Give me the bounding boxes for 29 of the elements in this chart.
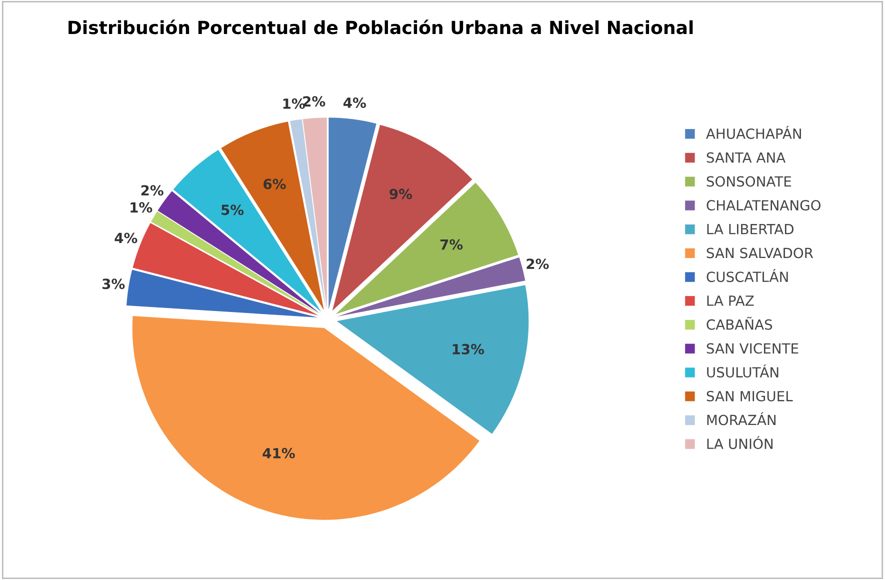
data-label: 2%	[141, 185, 164, 196]
chart-title: Distribución Porcentual de Población Urbana a Nivel Nacional	[68, 20, 693, 34]
legend-label: CUSCATLÁN	[706, 269, 788, 282]
data-label: 7%	[440, 239, 463, 250]
data-label: 9%	[390, 188, 412, 200]
data-label: 2%	[526, 258, 549, 270]
legend-label: USULUTÁN	[707, 364, 778, 378]
data-label: 5%	[222, 204, 244, 216]
data-label: 41%	[262, 448, 295, 458]
data-label: 13%	[452, 344, 484, 354]
legend-label: CABAÑAS	[706, 316, 772, 330]
legend-label: LA PAZ	[707, 296, 754, 306]
legend-label: SAN VICENTE	[706, 343, 798, 354]
data-label: 4%	[343, 97, 366, 108]
data-label: 6%	[264, 178, 286, 190]
data-label: 1%	[130, 202, 152, 213]
legend-label: CHALATENANGO	[706, 200, 821, 211]
data-label: 4%	[114, 232, 138, 244]
legend-label: SONSONATE	[706, 176, 792, 187]
data-label: 1%	[283, 98, 305, 109]
legend-label: SAN SALVADOR	[706, 248, 814, 258]
legend-label: LA LIBERTAD	[707, 224, 794, 234]
legend-label: MORAZÁN	[707, 412, 776, 426]
legend-label: LA UNIÓN	[707, 436, 773, 450]
legend-label: SAN MIGUEL	[706, 390, 793, 402]
data-label: 2%	[303, 96, 326, 107]
data-label: 3%	[102, 278, 125, 290]
legend-label: SANTA ANA	[706, 152, 786, 163]
legend-label: AHUACHAPÁN	[706, 126, 801, 139]
